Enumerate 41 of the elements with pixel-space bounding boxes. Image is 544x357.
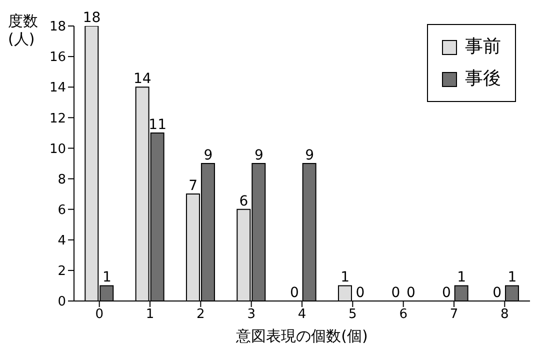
legend-label: 事前 [465, 35, 501, 59]
data-label: 1 [508, 270, 517, 286]
x-tick-label: 4 [298, 307, 306, 322]
x-tick-label: 0 [95, 307, 104, 322]
y-tick-label: 6 [58, 202, 66, 218]
data-label: 0 [356, 285, 365, 301]
x-tick-label: 3 [247, 307, 256, 322]
y-tick-label: 4 [58, 234, 66, 249]
data-label: 0 [406, 285, 416, 301]
data-label: 9 [254, 148, 264, 164]
data-label: 1 [340, 270, 350, 286]
data-label: 18 [82, 10, 101, 26]
data-label: 9 [305, 148, 314, 164]
data-label: 1 [102, 270, 112, 286]
x-tick-label: 8 [500, 307, 509, 322]
data-label: 1 [457, 270, 466, 286]
data-label: 0 [442, 285, 451, 301]
x-axis-title: 意図表現の個数(個) [235, 327, 368, 345]
data-label: 6 [239, 193, 248, 210]
y-tick-label: 14 [49, 80, 66, 96]
legend-label: 事後 [465, 67, 501, 91]
data-label: 11 [148, 116, 167, 133]
y-tick-label: 0 [58, 294, 66, 310]
data-label: 7 [188, 178, 198, 194]
x-tick-label: 2 [196, 307, 205, 322]
data-label: 9 [204, 148, 213, 164]
x-tick-label: 7 [450, 307, 458, 322]
data-label: 0 [492, 285, 502, 301]
y-tick-label: 10 [49, 142, 66, 157]
x-tick-label: 5 [348, 307, 357, 322]
y-tick-label: 2 [58, 264, 66, 280]
y-tick-label: 18 [49, 20, 66, 35]
y-tick-label: 12 [49, 111, 66, 126]
y-axis-title: 度数(人) [8, 12, 39, 48]
y-tick-label: 8 [58, 172, 66, 188]
y-tick-label: 16 [49, 50, 66, 66]
data-label: 0 [290, 285, 299, 301]
data-label: 0 [391, 285, 400, 301]
x-tick-label: 1 [146, 307, 154, 322]
x-tick-label: 6 [399, 307, 408, 322]
data-label: 14 [133, 71, 152, 88]
